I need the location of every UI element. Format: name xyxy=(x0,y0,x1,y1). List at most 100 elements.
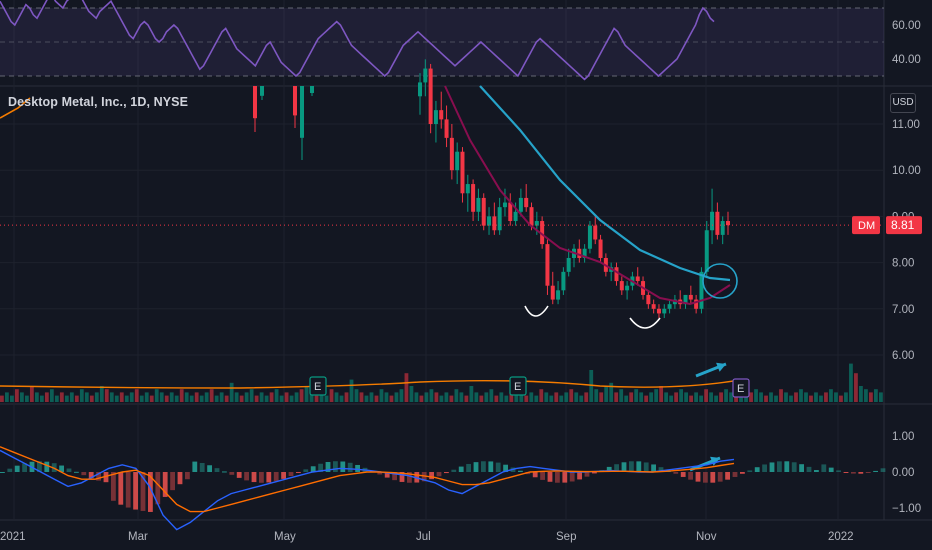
macd-tick-label: −1.00 xyxy=(892,503,921,515)
volume-bar xyxy=(454,389,459,402)
volume-bar xyxy=(749,392,753,402)
macd-histogram-bar xyxy=(481,461,486,472)
macd-histogram-bar xyxy=(111,472,116,501)
candle-body xyxy=(667,304,672,309)
volume-bar xyxy=(619,389,624,402)
volume-bar xyxy=(699,395,704,402)
volume-bar xyxy=(59,392,64,402)
macd-histogram-bar xyxy=(140,472,146,511)
candle-body xyxy=(524,197,529,208)
volume-bar xyxy=(574,392,579,402)
candle-body xyxy=(593,225,598,240)
candle-body xyxy=(502,202,507,208)
volume-bar xyxy=(679,389,684,402)
earnings-marker-label: E xyxy=(314,381,321,393)
macd-histogram-bar xyxy=(22,463,27,472)
volume-bar xyxy=(789,395,793,402)
macd-histogram-bar xyxy=(318,463,323,472)
macd-histogram-bar xyxy=(629,461,634,472)
macd-histogram-bar xyxy=(273,472,279,482)
volume-bar xyxy=(119,392,124,402)
macd-histogram-bar xyxy=(473,462,479,472)
macd-histogram-bar xyxy=(384,472,390,478)
macd-histogram-bar xyxy=(44,461,50,472)
macd-histogram-bar xyxy=(555,472,560,483)
macd-histogram-bar xyxy=(199,462,205,472)
currency-button[interactable]: USD xyxy=(890,93,916,113)
time-axis-label: Nov xyxy=(696,531,717,543)
ma-line-early xyxy=(0,97,31,119)
macd-histogram-bar xyxy=(14,465,20,472)
volume-bar xyxy=(64,395,69,402)
candle-body xyxy=(444,119,449,138)
macd-histogram-bar xyxy=(569,472,575,482)
macd-histogram-bar xyxy=(732,472,738,477)
macd-histogram-bar xyxy=(59,465,64,472)
macd-histogram-bar xyxy=(155,472,161,505)
volume-bar xyxy=(224,395,229,402)
volume-bar xyxy=(269,392,274,402)
volume-bar xyxy=(774,395,778,402)
candle-body xyxy=(566,257,571,272)
volume-bar xyxy=(459,392,464,402)
volume-bar xyxy=(569,389,574,402)
volume-bar xyxy=(794,392,798,402)
volume-bar xyxy=(284,392,289,402)
volume-bar xyxy=(179,389,184,402)
candle-body xyxy=(433,110,438,124)
candle-body xyxy=(460,151,465,194)
candle-body xyxy=(492,216,497,231)
candle-body xyxy=(439,110,444,120)
volume-bar xyxy=(144,392,149,402)
volume-bar xyxy=(219,392,224,402)
volume-bar xyxy=(724,389,728,402)
volume-bar xyxy=(89,395,94,402)
volume-bar xyxy=(594,389,599,402)
candle-body xyxy=(598,239,603,258)
volume-bar xyxy=(804,392,808,402)
candle-body xyxy=(720,221,725,235)
candle-body xyxy=(253,86,257,119)
candle-body xyxy=(293,86,297,116)
volume-bar xyxy=(414,392,419,402)
macd-histogram-bar xyxy=(791,462,797,472)
macd-histogram-bar xyxy=(710,472,716,483)
symbol-title: Desktop Metal, Inc., 1D, NYSE xyxy=(8,95,189,109)
earnings-marker-label: E xyxy=(514,381,521,393)
macd-histogram-bar xyxy=(74,471,79,473)
ticker-badge-label: DM xyxy=(858,220,875,232)
volume-bar xyxy=(869,392,873,402)
volume-bar xyxy=(764,395,768,402)
volume-bar xyxy=(289,395,294,402)
volume-bar xyxy=(9,395,14,402)
macd-line xyxy=(0,449,735,531)
volume-bar xyxy=(254,395,259,402)
macd-histogram-bar xyxy=(592,472,597,474)
volume-bar xyxy=(564,392,569,402)
volume-bar xyxy=(344,392,349,402)
volume-bar xyxy=(309,392,314,402)
candle-body xyxy=(310,86,314,93)
candle-body xyxy=(651,304,656,309)
volume-bar xyxy=(264,395,269,402)
macd-histogram-bar xyxy=(651,464,656,472)
volume-bar xyxy=(329,389,334,402)
macd-histogram-bar xyxy=(814,470,819,472)
macd-histogram-bar xyxy=(769,462,775,472)
macd-histogram-bar xyxy=(133,472,138,510)
volume-bar xyxy=(199,395,204,402)
volume-bar xyxy=(539,389,544,402)
volume-bar xyxy=(649,392,654,402)
macd-histogram-bar xyxy=(843,472,849,473)
macd-histogram-bar xyxy=(547,472,553,482)
volume-bar xyxy=(729,392,733,402)
macd-histogram-bar xyxy=(0,472,5,473)
candle-body xyxy=(476,197,481,212)
candle-body xyxy=(577,248,582,258)
candle-body xyxy=(418,82,422,97)
volume-bar xyxy=(154,389,159,402)
macd-histogram-bar xyxy=(436,472,442,477)
macd-histogram-bar xyxy=(828,467,834,472)
candle-body xyxy=(582,248,587,258)
